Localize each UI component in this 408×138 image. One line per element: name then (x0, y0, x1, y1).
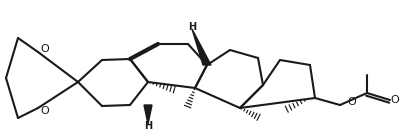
Text: O: O (348, 97, 356, 107)
Polygon shape (144, 105, 152, 124)
Polygon shape (192, 29, 211, 65)
Text: H: H (144, 121, 152, 131)
Text: O: O (41, 106, 49, 116)
Text: H: H (188, 22, 196, 32)
Text: O: O (390, 95, 399, 105)
Text: O: O (41, 44, 49, 54)
